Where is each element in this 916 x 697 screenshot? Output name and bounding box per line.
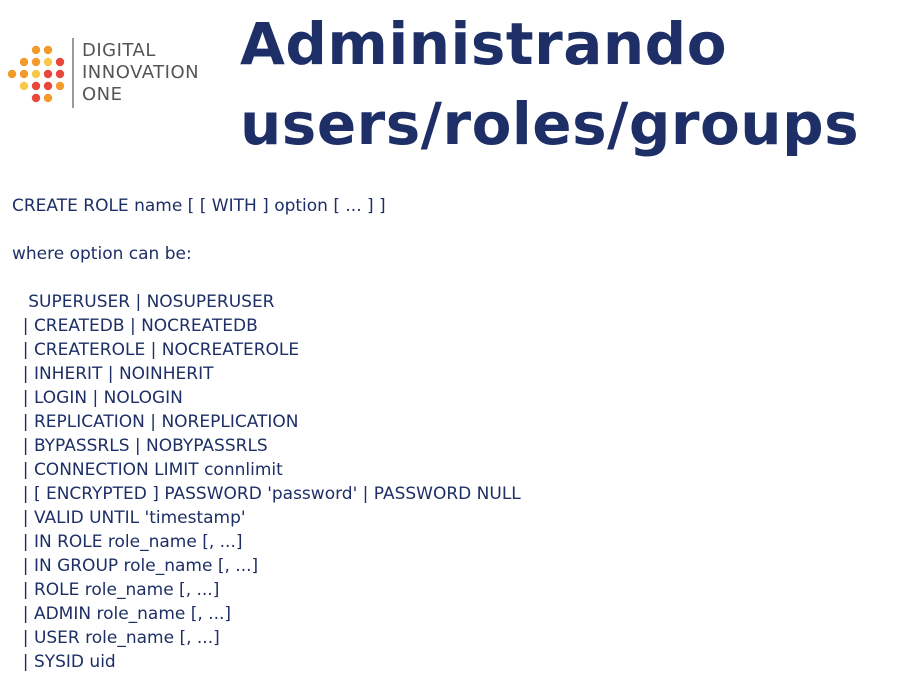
logo-line-1: DIGITAL bbox=[82, 40, 156, 61]
logo-line-2: INNOVATION bbox=[82, 62, 200, 83]
option-item: | CREATEROLE | NOCREATEROLE bbox=[12, 340, 300, 360]
title-line-2: users/roles/groups bbox=[240, 90, 860, 158]
logo-text: DIGITAL INNOVATION ONE bbox=[82, 40, 199, 106]
logo-dot bbox=[43, 57, 53, 67]
option-item: | IN ROLE role_name [, ...] bbox=[12, 532, 243, 552]
logo-dot bbox=[7, 69, 17, 79]
option-item: | CONNECTION LIMIT connlimit bbox=[12, 460, 283, 480]
logo-dot bbox=[31, 69, 41, 79]
logo-dot bbox=[31, 93, 41, 103]
syntax-line: CREATE ROLE name [ [ WITH ] option [ ...… bbox=[12, 196, 386, 216]
option-item: | BYPASSRLS | NOBYPASSRLS bbox=[12, 436, 268, 456]
option-item: | LOGIN | NOLOGIN bbox=[12, 388, 183, 408]
logo-dot bbox=[31, 57, 41, 67]
where-label: where option can be: bbox=[12, 244, 192, 264]
option-item: | SYSID uid bbox=[12, 652, 116, 672]
option-item: SUPERUSER | NOSUPERUSER bbox=[12, 292, 275, 312]
logo-dot bbox=[43, 93, 53, 103]
option-item: | IN GROUP role_name [, ...] bbox=[12, 556, 259, 576]
logo-dot bbox=[31, 45, 41, 55]
logo: DIGITAL INNOVATION ONE bbox=[6, 38, 221, 110]
logo-dot bbox=[43, 45, 53, 55]
option-item: | USER role_name [, ...] bbox=[12, 628, 220, 648]
slide-content: CREATE ROLE name [ [ WITH ] option [ ...… bbox=[12, 194, 521, 674]
logo-dot bbox=[43, 81, 53, 91]
option-item: | CREATEDB | NOCREATEDB bbox=[12, 316, 258, 336]
page-title: Administrando users/roles/groups bbox=[240, 4, 859, 164]
logo-dot bbox=[19, 57, 29, 67]
logo-divider bbox=[72, 38, 74, 108]
logo-dot bbox=[55, 81, 65, 91]
option-item: | VALID UNTIL 'timestamp' bbox=[12, 508, 246, 528]
logo-line-3: ONE bbox=[82, 84, 123, 105]
logo-dot bbox=[31, 81, 41, 91]
dio-logo-icon bbox=[7, 45, 65, 103]
option-item: | ROLE role_name [, ...] bbox=[12, 580, 220, 600]
option-item: | ADMIN role_name [, ...] bbox=[12, 604, 232, 624]
option-item: | REPLICATION | NOREPLICATION bbox=[12, 412, 299, 432]
logo-dot bbox=[19, 81, 29, 91]
title-line-1: Administrando bbox=[240, 10, 728, 78]
logo-dot bbox=[55, 57, 65, 67]
options-list: SUPERUSER | NOSUPERUSER | CREATEDB | NOC… bbox=[12, 290, 521, 674]
logo-dot bbox=[19, 69, 29, 79]
option-item: | INHERIT | NOINHERIT bbox=[12, 364, 214, 384]
option-item: | [ ENCRYPTED ] PASSWORD 'password' | PA… bbox=[12, 484, 521, 504]
logo-dot bbox=[55, 69, 65, 79]
logo-dot bbox=[43, 69, 53, 79]
